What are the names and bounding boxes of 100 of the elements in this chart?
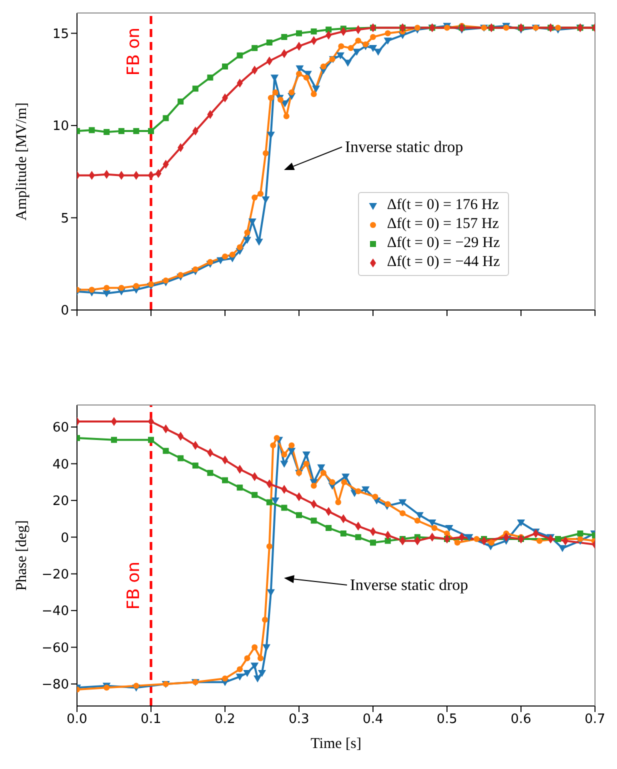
point — [281, 504, 288, 511]
y-tick-label: 10 — [52, 119, 69, 134]
point — [312, 86, 320, 93]
annotation: Inverse static drop — [345, 139, 464, 156]
ref-line-label: FB on — [124, 28, 144, 76]
x-tick-label: 0.3 — [288, 712, 310, 728]
point — [414, 518, 420, 524]
point — [252, 45, 258, 52]
y-tick-label: 40 — [52, 457, 69, 472]
point — [118, 128, 124, 134]
x-tick-label: 0.1 — [140, 712, 162, 728]
point — [431, 524, 438, 531]
point — [104, 284, 110, 291]
point — [266, 499, 272, 506]
y-tick-label: 20 — [52, 494, 69, 510]
point — [274, 435, 280, 442]
point — [262, 644, 270, 652]
legend-label: Δf(t = 0) = −44 Hz — [387, 253, 500, 272]
x-axis-title: Time [s] — [310, 736, 362, 752]
point — [288, 89, 295, 96]
y-tick-label: −20 — [42, 567, 69, 582]
point — [488, 540, 494, 546]
point — [222, 675, 228, 682]
point — [536, 538, 542, 544]
y-tick-label: 15 — [52, 26, 69, 42]
point — [310, 518, 317, 524]
point — [398, 499, 407, 506]
point — [192, 266, 198, 272]
point — [268, 94, 274, 101]
point — [288, 448, 296, 455]
point — [384, 538, 391, 544]
point — [445, 524, 454, 532]
point — [222, 63, 228, 70]
point — [252, 194, 258, 200]
point — [369, 45, 377, 52]
point — [258, 190, 264, 197]
point — [104, 128, 110, 135]
y-tick-label: −60 — [42, 640, 69, 656]
point — [355, 38, 362, 44]
point — [162, 448, 169, 454]
point — [370, 540, 376, 546]
annotation: Inverse static drop — [350, 577, 468, 594]
point — [474, 536, 480, 542]
point — [148, 281, 154, 288]
point — [296, 512, 302, 518]
point — [178, 455, 184, 462]
point — [133, 128, 140, 134]
point — [444, 530, 450, 536]
point — [178, 98, 184, 105]
point — [344, 60, 352, 67]
point — [254, 675, 262, 682]
point — [258, 655, 264, 662]
legend-label: Δf(t = 0) = 157 Hz — [387, 215, 499, 234]
point — [465, 534, 474, 542]
point — [222, 254, 228, 260]
point — [370, 34, 376, 40]
point — [258, 670, 266, 677]
point — [266, 589, 275, 596]
point — [222, 477, 228, 484]
x-tick-label: 0.0 — [66, 712, 88, 728]
point — [384, 38, 392, 45]
point — [283, 113, 290, 120]
point — [272, 89, 278, 96]
point — [281, 34, 288, 40]
point — [428, 519, 436, 526]
point — [162, 277, 169, 284]
point — [236, 666, 243, 672]
point — [250, 662, 259, 670]
point — [372, 494, 378, 500]
point — [262, 616, 268, 623]
point — [266, 543, 272, 550]
point — [236, 674, 244, 681]
point — [320, 470, 326, 476]
point — [384, 30, 391, 36]
point — [192, 86, 198, 92]
point — [296, 70, 302, 77]
point — [266, 40, 272, 46]
point — [178, 272, 184, 278]
point — [400, 510, 406, 516]
y-tick-label: −40 — [42, 604, 69, 620]
point — [207, 470, 214, 476]
point — [281, 452, 288, 458]
point — [270, 442, 276, 448]
line-series — [77, 435, 595, 546]
point — [236, 52, 243, 58]
point — [266, 132, 275, 139]
point — [244, 655, 250, 662]
point — [352, 48, 361, 56]
point — [355, 488, 362, 494]
point — [310, 28, 317, 34]
y-axis-title: Amplitude [MV/m] — [14, 102, 30, 220]
point — [454, 540, 460, 546]
point — [384, 501, 391, 508]
legend-label: Δf(t = 0) = 176 Hz — [387, 196, 499, 215]
point — [374, 48, 382, 56]
point — [320, 63, 326, 70]
point — [262, 196, 270, 204]
point — [88, 127, 95, 134]
point — [310, 91, 317, 98]
point — [162, 115, 169, 122]
